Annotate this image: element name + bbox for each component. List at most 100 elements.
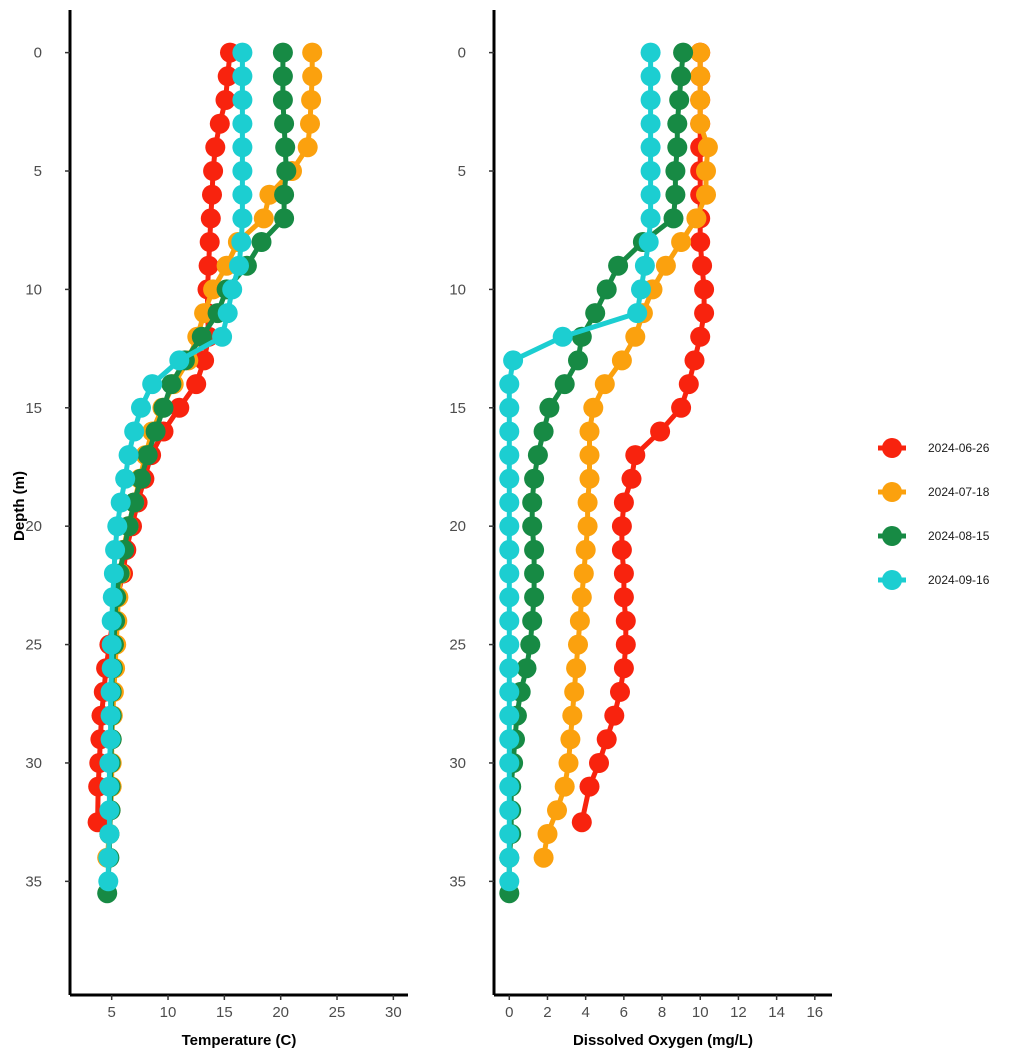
x-tick-label: 2	[543, 1004, 551, 1021]
data-point	[520, 634, 541, 655]
data-point	[516, 658, 537, 679]
data-point	[169, 397, 190, 418]
data-point	[302, 42, 323, 63]
y-tick-label: 5	[34, 163, 42, 180]
legend-swatch-point	[882, 482, 902, 502]
y-tick-label: 25	[449, 637, 466, 654]
data-point	[613, 492, 634, 513]
data-point	[222, 279, 243, 300]
data-point	[137, 445, 158, 466]
data-point	[499, 705, 520, 726]
data-point	[272, 42, 293, 63]
data-point	[640, 208, 661, 229]
data-point	[272, 90, 293, 110]
data-point	[499, 492, 520, 513]
data-point	[499, 421, 520, 442]
data-point	[297, 137, 318, 158]
data-point	[579, 445, 600, 466]
x-tick-label: 0	[505, 1004, 513, 1021]
x-tick-label: 8	[658, 1004, 666, 1021]
data-point	[667, 113, 688, 134]
data-point	[101, 634, 122, 655]
data-point	[217, 303, 238, 324]
data-point	[533, 847, 554, 868]
x-axis-title: Temperature (C)	[182, 1032, 297, 1049]
legend-label: 2024-08-15	[928, 529, 990, 543]
data-point	[690, 90, 711, 110]
data-point	[499, 468, 520, 489]
data-point	[499, 824, 520, 844]
data-point	[98, 847, 119, 868]
data-point	[575, 539, 596, 560]
data-point	[610, 681, 630, 702]
y-tick-label: 15	[25, 400, 42, 417]
y-tick-label: 10	[25, 281, 42, 298]
data-point	[194, 350, 215, 371]
data-point	[524, 539, 545, 560]
data-point	[503, 350, 524, 371]
data-point	[499, 871, 520, 892]
data-point	[613, 587, 634, 608]
data-point	[229, 255, 249, 276]
data-point	[161, 374, 182, 395]
data-point	[571, 812, 592, 833]
data-point	[522, 610, 543, 631]
data-point	[499, 587, 520, 608]
data-point	[118, 445, 139, 466]
data-point	[539, 397, 560, 418]
data-point	[499, 753, 520, 773]
data-point	[568, 634, 588, 655]
data-point	[232, 90, 253, 110]
data-point	[604, 705, 625, 726]
data-point	[232, 42, 253, 63]
data-point	[640, 90, 661, 110]
data-point	[634, 255, 655, 276]
data-point	[499, 658, 520, 679]
data-point	[577, 492, 598, 513]
data-point	[499, 847, 520, 868]
data-point	[107, 516, 128, 537]
data-point	[215, 90, 236, 110]
y-tick-label: 0	[34, 45, 42, 62]
data-point	[554, 374, 575, 395]
data-point	[569, 610, 590, 631]
data-point	[212, 326, 233, 347]
y-tick-label: 20	[449, 518, 466, 535]
data-point	[499, 563, 520, 584]
series-line-2024-09-16	[105, 50, 245, 884]
legend-swatch-point	[882, 570, 902, 590]
data-point	[217, 66, 238, 87]
data-point	[499, 397, 520, 418]
data-point	[558, 753, 579, 773]
data-point	[640, 42, 661, 63]
data-point	[110, 492, 131, 513]
data-point	[499, 634, 520, 655]
data-point	[499, 610, 520, 631]
data-point	[232, 161, 253, 181]
x-tick-label: 6	[620, 1004, 628, 1021]
data-point	[98, 871, 119, 892]
data-point	[621, 468, 642, 489]
data-point	[102, 587, 123, 608]
data-point	[613, 563, 634, 584]
data-point	[99, 776, 120, 797]
data-point	[100, 681, 121, 702]
data-point	[669, 90, 690, 110]
data-point	[105, 539, 126, 560]
dissolved-oxygen-panel: 0 5 10 15 20 25 30 35 0 2 4 6 8 10 12 14 16 Dissolved Oxy…	[449, 10, 832, 1049]
data-point	[560, 729, 581, 750]
y-tick-label: 15	[449, 400, 466, 417]
data-point	[608, 255, 629, 276]
data-point	[665, 184, 686, 205]
data-point	[274, 208, 295, 229]
x-tick-label: 16	[806, 1004, 823, 1021]
data-point	[198, 255, 219, 276]
data-point	[615, 634, 636, 655]
data-point	[301, 90, 322, 110]
data-point	[300, 113, 320, 134]
data-point	[615, 610, 636, 631]
data-point	[131, 397, 151, 418]
data-point	[232, 66, 253, 87]
data-point	[690, 232, 711, 252]
